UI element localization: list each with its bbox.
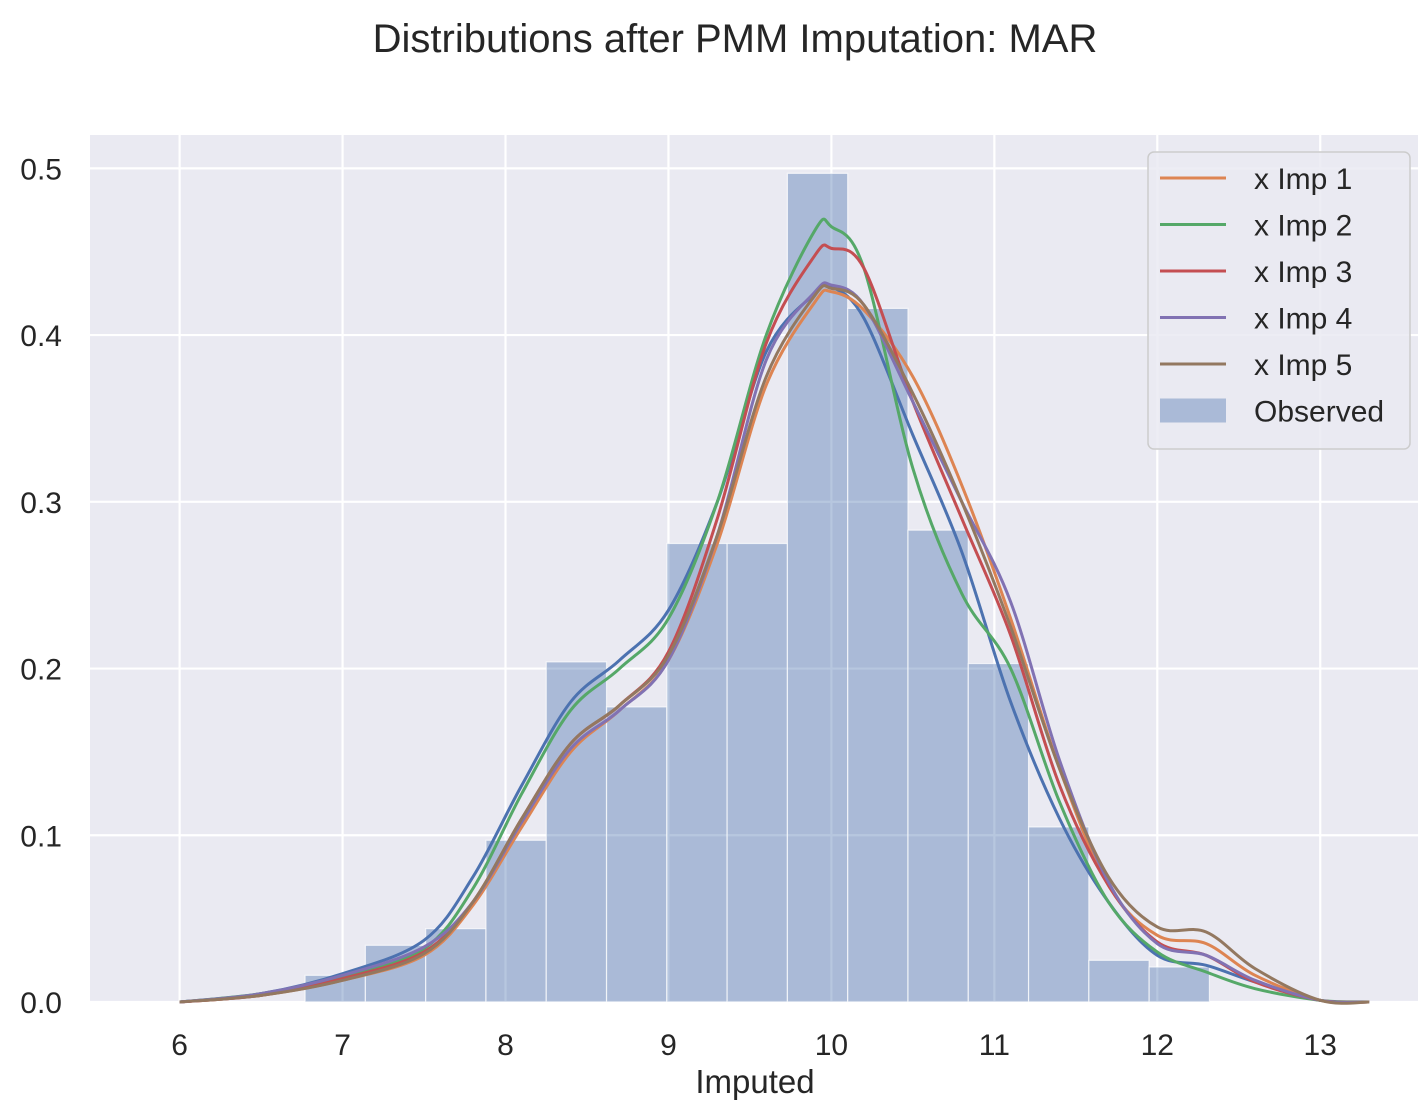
histogram-bar (1027, 826, 1090, 1003)
histogram-bar (1088, 959, 1150, 1003)
legend-label: x Imp 4 (1254, 303, 1352, 336)
legend-box (1147, 151, 1411, 450)
histogram-bar (1148, 966, 1211, 1003)
histogram-bar (666, 542, 728, 1003)
histogram-bar (967, 662, 1030, 1003)
chart-title: Distributions after PMM Imputation: MAR (373, 17, 1098, 61)
y-tick-label: 0.0 (20, 987, 62, 1020)
x-tick-label: 13 (1304, 1029, 1337, 1062)
legend-label: x Imp 2 (1254, 210, 1352, 243)
y-tick-label: 0.1 (20, 820, 62, 853)
series-line-imp-1 (179, 288, 1370, 1005)
histogram-bar (545, 661, 608, 1003)
legend-label: x Imp 3 (1254, 256, 1352, 289)
histogram-bar (847, 307, 909, 1003)
x-tick-label: 9 (660, 1029, 677, 1062)
y-tick-label: 0.5 (20, 153, 62, 186)
x-tick-label: 6 (171, 1029, 188, 1062)
x-tick-label: 10 (815, 1029, 848, 1062)
x-tick-label: 12 (1141, 1029, 1174, 1062)
y-tick-label: 0.2 (20, 654, 62, 687)
legend-label: x Imp 1 (1254, 163, 1352, 196)
x-tick-label: 8 (497, 1029, 514, 1062)
x-tick-label: 11 (979, 1029, 1010, 1062)
series-line-imp-2 (179, 217, 1370, 1004)
legend-label: x Imp 5 (1254, 349, 1352, 382)
x-tick-label: 7 (334, 1029, 351, 1062)
histogram-bar (605, 706, 668, 1003)
y-tick-label: 0.4 (20, 320, 62, 353)
x-axis-label: Imputed (695, 1063, 814, 1100)
legend-label: Observed (1254, 396, 1384, 429)
histogram-bar (726, 542, 789, 1003)
y-tick-label: 0.3 (20, 487, 62, 520)
legend-swatch-patch (1160, 398, 1226, 423)
series-line-imp-5 (179, 284, 1370, 1005)
histogram-bar (907, 529, 969, 1003)
legend: x Imp 1 x Imp 2 x Imp 3 x Imp 4 x Imp 5 Obser… (1147, 151, 1411, 450)
